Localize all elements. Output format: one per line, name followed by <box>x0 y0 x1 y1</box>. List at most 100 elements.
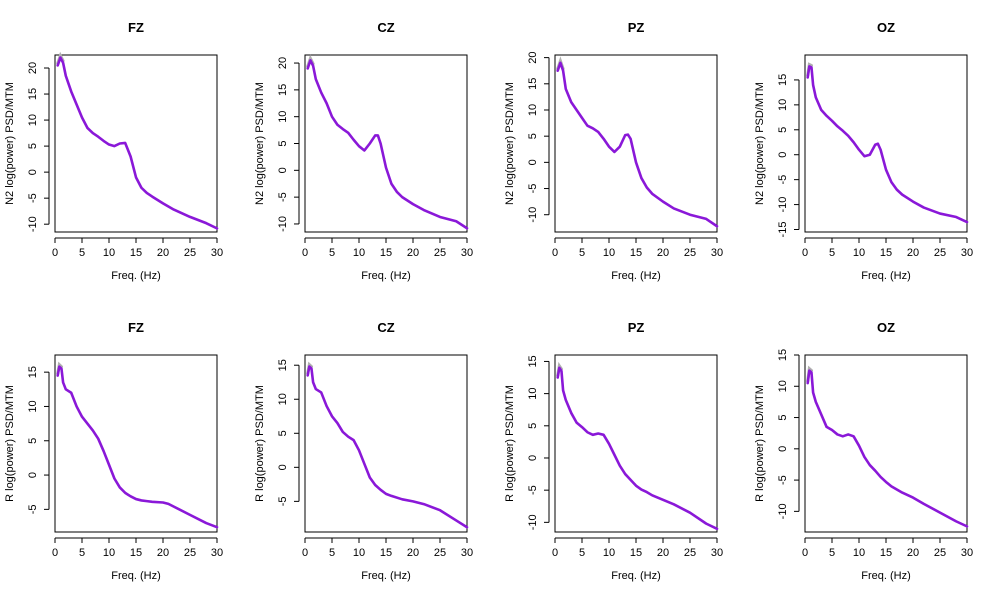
x-tick-label: 5 <box>579 547 585 559</box>
chart-title: FZ <box>128 20 144 35</box>
x-tick-label: 30 <box>461 247 473 259</box>
x-tick-label: 30 <box>961 547 973 559</box>
y-tick-label: -5 <box>527 485 539 495</box>
x-tick-label: 15 <box>130 247 142 259</box>
series-line <box>56 365 219 529</box>
x-tick-label: 5 <box>829 547 835 559</box>
x-tick-label: 25 <box>934 547 946 559</box>
panel-pz-1: PZ 0 5 10 15 20 25 30 Freq. (Hz) -10 -5 0 5 10 15 20 N2 … <box>504 20 723 282</box>
y-tick-label: 5 <box>527 423 539 429</box>
y-tick-label: 5 <box>277 430 289 436</box>
y-tick-label: 15 <box>277 84 289 96</box>
x-tick-label: 25 <box>934 247 946 259</box>
x-tick-label: 0 <box>52 247 58 259</box>
y-tick-label: 0 <box>27 472 39 478</box>
x-tick-label: 20 <box>157 547 169 559</box>
x-tick-label: 0 <box>802 247 808 259</box>
y-tick-label: 5 <box>277 140 289 146</box>
panel-oz-1: OZ 0 5 10 15 20 25 30 Freq. (Hz) -15 -10 -5 0 5 10 15 N2… <box>754 20 973 282</box>
x-tick-label: 10 <box>603 247 615 259</box>
chart-title: FZ <box>128 320 144 335</box>
x-tick-label: 15 <box>130 547 142 559</box>
y-tick-label: 0 <box>527 159 539 165</box>
y-tick-label: 15 <box>527 78 539 90</box>
y-axis-label: R log(power) PSD/MTM <box>4 385 16 502</box>
y-tick-label: -10 <box>277 216 289 232</box>
y-tick-label: -5 <box>27 504 39 514</box>
x-tick-label: 20 <box>657 247 669 259</box>
panel-fz-2: FZ 0 5 10 15 20 25 30 Freq. (Hz) -5 0 5 10 15 R log(po… <box>4 320 223 582</box>
x-tick-label: 20 <box>407 547 419 559</box>
y-tick-label: -15 <box>777 222 789 238</box>
y-tick-label: 0 <box>777 446 789 452</box>
y-tick-label: 5 <box>27 143 39 149</box>
x-axis-label: Freq. (Hz) <box>861 270 911 282</box>
x-tick-label: 0 <box>302 547 308 559</box>
x-tick-label: 10 <box>353 247 365 259</box>
x-tick-label: 20 <box>907 547 919 559</box>
x-tick-label: 0 <box>52 547 58 559</box>
plot-frame <box>304 54 468 233</box>
plot-frame <box>304 354 468 533</box>
y-tick-label: 10 <box>527 104 539 116</box>
y-tick-label: 0 <box>27 169 39 175</box>
x-tick-label: 15 <box>380 547 392 559</box>
x-tick-label: 5 <box>829 247 835 259</box>
panel-cz-2: CZ 0 5 10 15 20 25 30 Freq. (Hz) -5 0 5 10 15 R log(po… <box>254 320 473 582</box>
y-tick-label: -5 <box>277 192 289 202</box>
y-tick-label: -10 <box>527 207 539 223</box>
plot-frame <box>54 354 218 533</box>
x-tick-label: 30 <box>711 247 723 259</box>
panel-fz-1: FZ 0 5 10 15 20 25 30 Freq. (Hz) -10 -5 0 5 10 15 20 N2 … <box>4 20 223 282</box>
y-tick-label: 15 <box>777 349 789 361</box>
x-tick-label: 30 <box>211 247 223 259</box>
x-tick-label: 15 <box>630 547 642 559</box>
chart-title: PZ <box>628 320 645 335</box>
panel-oz-2: OZ 0 5 10 15 20 25 30 Freq. (Hz) -10 -5 0 5 10 15 R log… <box>754 320 973 582</box>
chart-title: CZ <box>377 20 394 35</box>
y-tick-label: 20 <box>27 62 39 74</box>
x-axis-label: Freq. (Hz) <box>361 570 411 582</box>
x-axis-label: Freq. (Hz) <box>111 270 161 282</box>
panel-cz-1: CZ 0 5 10 15 20 25 30 Freq. (Hz) -10 -5 0 5 10 15 20 N2 … <box>254 20 473 282</box>
x-tick-label: 15 <box>880 247 892 259</box>
x-tick-label: 30 <box>711 547 723 559</box>
x-tick-label: 20 <box>907 247 919 259</box>
x-tick-label: 0 <box>552 547 558 559</box>
x-tick-label: 30 <box>961 247 973 259</box>
y-tick-label: 0 <box>277 167 289 173</box>
x-tick-label: 0 <box>302 247 308 259</box>
y-tick-label: -5 <box>527 184 539 194</box>
x-tick-label: 20 <box>407 247 419 259</box>
plot-frame <box>804 54 968 233</box>
x-tick-label: 0 <box>802 547 808 559</box>
y-tick-label: -10 <box>27 216 39 232</box>
y-tick-label: 0 <box>527 455 539 461</box>
y-axis-label: R log(power) PSD/MTM <box>254 385 266 502</box>
x-tick-label: 15 <box>380 247 392 259</box>
y-tick-label: 15 <box>277 359 289 371</box>
y-axis-label: N2 log(power) PSD/MTM <box>754 82 766 205</box>
y-tick-label: 20 <box>527 51 539 63</box>
chart-title: CZ <box>377 320 394 335</box>
x-tick-label: 10 <box>603 547 615 559</box>
plot-frame <box>554 54 718 233</box>
x-tick-label: 30 <box>461 547 473 559</box>
y-tick-label: 0 <box>777 152 789 158</box>
y-tick-label: 10 <box>27 114 39 126</box>
x-tick-label: 25 <box>434 247 446 259</box>
y-tick-label: -10 <box>777 197 789 213</box>
x-axis-label: Freq. (Hz) <box>861 570 911 582</box>
series-line <box>306 365 469 529</box>
x-tick-label: 30 <box>211 547 223 559</box>
x-axis-label: Freq. (Hz) <box>611 270 661 282</box>
y-tick-label: 10 <box>527 387 539 399</box>
x-tick-label: 0 <box>552 247 558 259</box>
x-tick-label: 20 <box>157 247 169 259</box>
series-line <box>556 61 719 228</box>
y-axis-label: N2 log(power) PSD/MTM <box>4 82 16 205</box>
y-tick-label: 10 <box>777 380 789 392</box>
y-axis-label: R log(power) PSD/MTM <box>754 385 766 502</box>
